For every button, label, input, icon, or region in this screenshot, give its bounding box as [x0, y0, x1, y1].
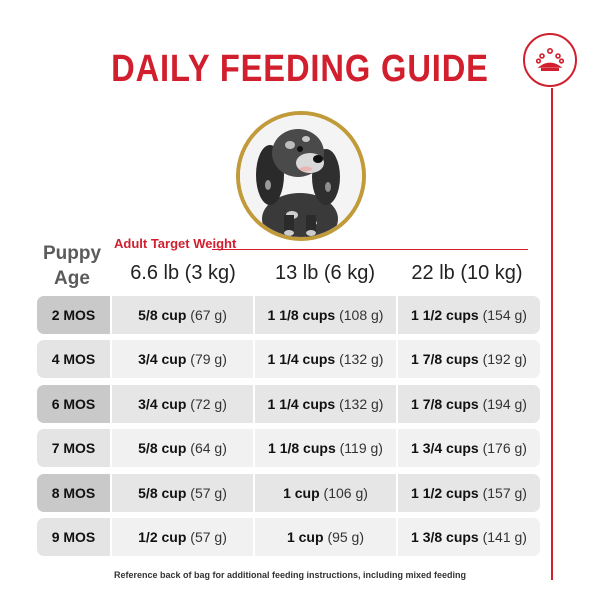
gram-amount: (106 g): [323, 485, 368, 501]
amount-cell: 1/2 cup (57 g): [112, 518, 253, 556]
crown-icon: [536, 47, 564, 71]
amount-cell: 5/8 cup (64 g): [112, 429, 253, 467]
page-title: DAILY FEEDING GUIDE: [111, 48, 489, 90]
cup-amount: 1 1/4 cups: [267, 396, 336, 412]
gram-amount: (132 g): [339, 351, 384, 367]
amount-cell: 1 7/8 cups (192 g): [398, 340, 540, 378]
gram-amount: (132 g): [339, 396, 384, 412]
amount-cell: 1 1/4 cups (132 g): [255, 385, 396, 423]
table-row: 2 MOS 5/8 cup (67 g) 1 1/8 cups (108 g) …: [37, 296, 540, 334]
weight-column-header: 6.6 lb (3 kg): [130, 262, 236, 284]
cup-amount: 1 1/8 cups: [268, 440, 336, 456]
table-row: 6 MOS 3/4 cup (72 g) 1 1/4 cups (132 g) …: [37, 385, 540, 423]
cup-amount: 1 1/8 cups: [267, 307, 336, 323]
adult-target-weight-label: Adult Target Weight: [114, 236, 237, 251]
gram-amount: (72 g): [190, 396, 227, 412]
table-row: 9 MOS 1/2 cup (57 g) 1 cup (95 g) 1 3/8 …: [37, 518, 540, 556]
amount-cell: 1 3/4 cups (176 g): [398, 429, 540, 467]
amount-cell: 1 cup (95 g): [255, 518, 396, 556]
cup-amount: 1 cup: [286, 529, 324, 545]
cup-amount: 5/8 cup: [138, 307, 187, 323]
gram-amount: (119 g): [339, 440, 383, 456]
amount-cell: 1 3/8 cups (141 g): [398, 518, 540, 556]
gram-amount: (67 g): [190, 307, 227, 323]
cup-amount: 1 1/4 cups: [267, 351, 336, 367]
gram-amount: (57 g): [190, 485, 227, 501]
table-row: 7 MOS 5/8 cup (64 g) 1 1/8 cups (119 g) …: [37, 429, 540, 467]
gram-amount: (157 g): [482, 485, 527, 501]
puppy-photo: [240, 115, 362, 237]
gram-amount: (141 g): [482, 529, 527, 545]
gram-amount: (57 g): [190, 529, 227, 545]
puppy-age-header: Puppy Age: [28, 241, 116, 291]
amount-cell: 1 cup (106 g): [255, 474, 396, 512]
target-weight-underline: [212, 249, 528, 250]
amount-cell: 1 1/4 cups (132 g): [255, 340, 396, 378]
cup-amount: 1 7/8 cups: [411, 351, 479, 367]
age-cell: 9 MOS: [37, 518, 110, 556]
gram-amount: (194 g): [482, 396, 527, 412]
age-cell: 4 MOS: [37, 340, 110, 378]
weight-column-header: 13 lb (6 kg): [274, 262, 376, 284]
amount-cell: 5/8 cup (57 g): [112, 474, 253, 512]
cup-amount: 3/4 cup: [138, 396, 187, 412]
amount-cell: 5/8 cup (67 g): [112, 296, 253, 334]
age-header-line2: Age: [54, 268, 90, 289]
cup-amount: 5/8 cup: [138, 440, 187, 456]
cup-amount: 1 1/2 cups: [411, 485, 479, 501]
age-cell: 2 MOS: [37, 296, 110, 334]
crown-badge: [523, 33, 577, 87]
cup-amount: 5/8 cup: [138, 485, 187, 501]
cup-amount: 1 7/8 cups: [411, 396, 479, 412]
amount-cell: 1 1/8 cups (119 g): [255, 429, 396, 467]
footnote: Reference back of bag for additional fee…: [113, 570, 467, 580]
age-cell: 6 MOS: [37, 385, 110, 423]
cup-amount: 1 cup: [283, 485, 320, 501]
table-row: 4 MOS 3/4 cup (79 g) 1 1/4 cups (132 g) …: [37, 340, 540, 378]
age-cell: 8 MOS: [37, 474, 110, 512]
gram-amount: (192 g): [482, 351, 527, 367]
amount-cell: 1 1/2 cups (154 g): [398, 296, 540, 334]
amount-cell: 1 1/2 cups (157 g): [398, 474, 540, 512]
gram-amount: (108 g): [339, 307, 384, 323]
amount-cell: 1 1/8 cups (108 g): [255, 296, 396, 334]
gram-amount: (176 g): [482, 440, 527, 456]
amount-cell: 3/4 cup (79 g): [112, 340, 253, 378]
age-cell: 7 MOS: [37, 429, 110, 467]
puppy-photo-frame: [236, 111, 366, 241]
amount-cell: 3/4 cup (72 g): [112, 385, 253, 423]
cup-amount: 1 3/4 cups: [411, 440, 479, 456]
cup-amount: 1 3/8 cups: [411, 529, 479, 545]
gram-amount: (64 g): [190, 440, 227, 456]
cup-amount: 3/4 cup: [138, 351, 187, 367]
age-header-line1: Puppy: [42, 243, 102, 264]
cup-amount: 1/2 cup: [138, 529, 187, 545]
gram-amount: (154 g): [482, 307, 527, 323]
gram-amount: (79 g): [190, 351, 227, 367]
amount-cell: 1 7/8 cups (194 g): [398, 385, 540, 423]
table-row: 8 MOS 5/8 cup (57 g) 1 cup (106 g) 1 1/2…: [37, 474, 540, 512]
weight-column-header: 22 lb (10 kg): [411, 262, 523, 284]
cup-amount: 1 1/2 cups: [411, 307, 479, 323]
brand-divider-line: [551, 88, 553, 580]
gram-amount: (95 g): [327, 529, 365, 545]
